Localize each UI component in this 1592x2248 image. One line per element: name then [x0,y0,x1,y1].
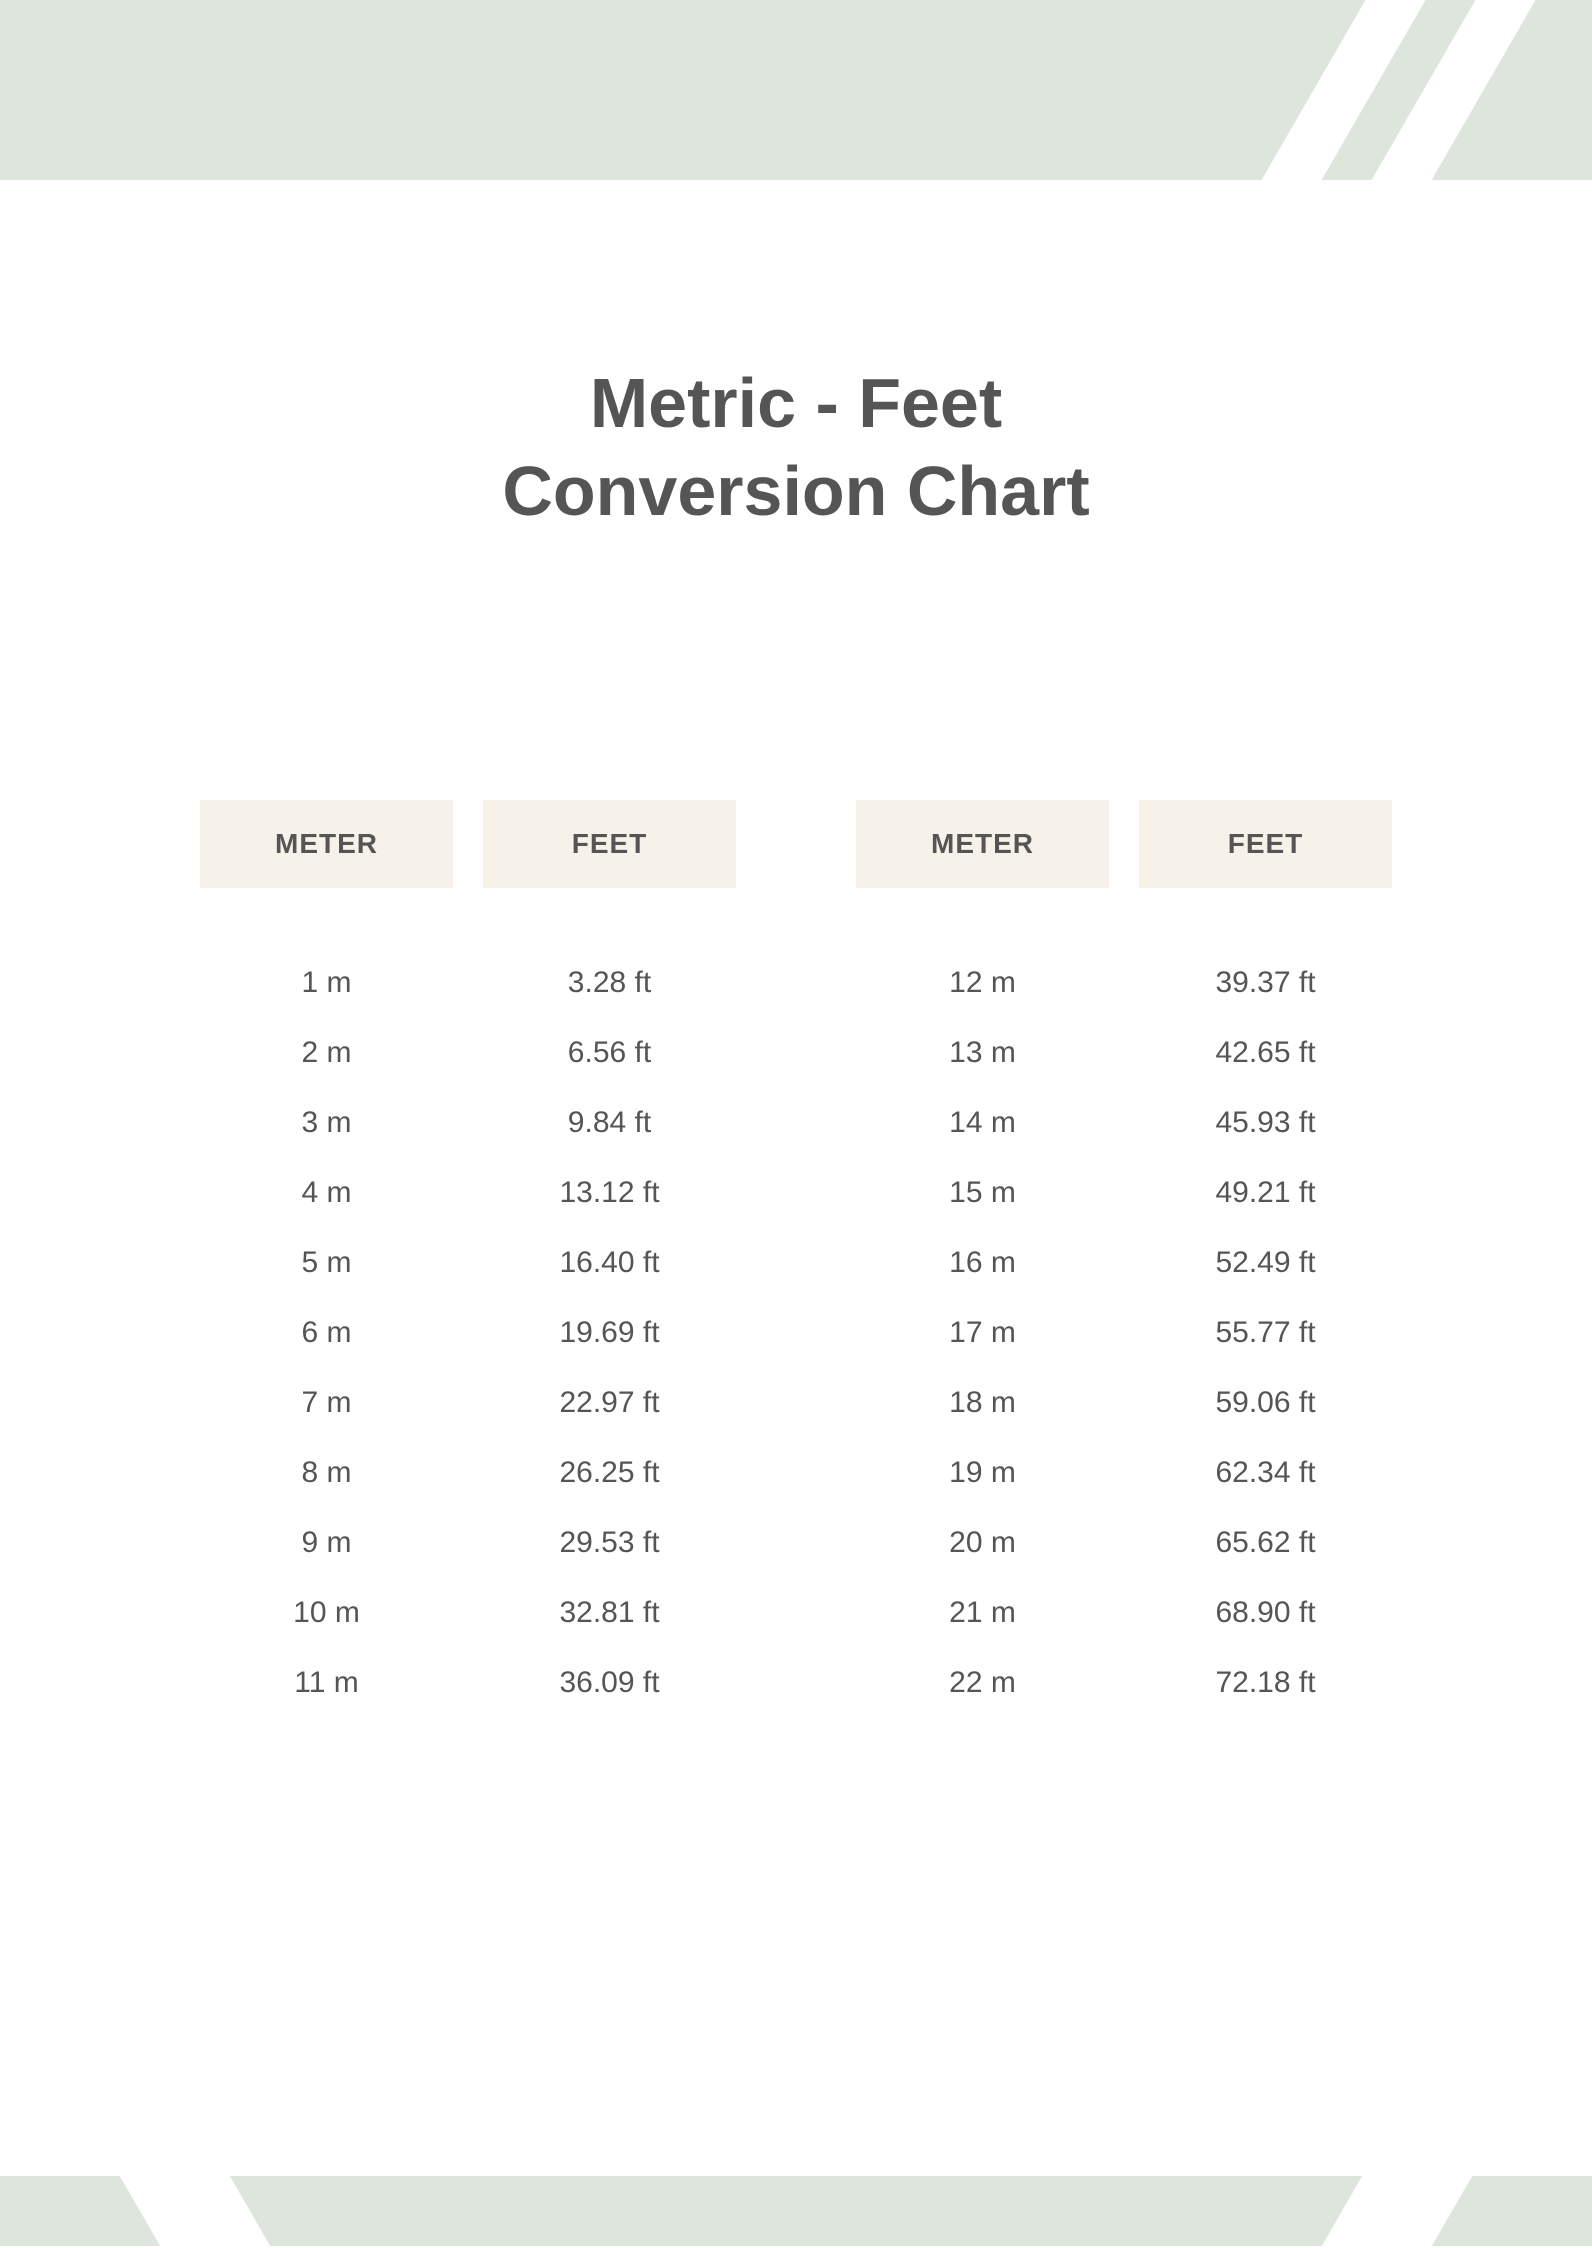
cell-feet: 68.90 ft [1139,1596,1392,1630]
cell-meter: 17 m [856,1316,1109,1350]
cell-meter: 12 m [856,966,1109,1000]
cell-meter: 2 m [200,1036,453,1070]
cell-meter: 20 m [856,1526,1109,1560]
banner-notch-icon [119,2174,272,2248]
table-row: 13 m 42.65 ft [856,1018,1392,1088]
column-header-meter: METER [856,800,1109,888]
cell-feet: 19.69 ft [483,1316,736,1350]
cell-meter: 1 m [200,966,453,1000]
table-row: 7 m 22.97 ft [200,1368,736,1438]
cell-meter: 13 m [856,1036,1109,1070]
cell-meter: 15 m [856,1176,1109,1210]
conversion-tables: METER FEET 1 m 3.28 ft 2 m 6.56 ft 3 m 9.84 f… [200,800,1392,1718]
column-header-feet: FEET [1139,800,1392,888]
cell-feet: 39.37 ft [1139,966,1392,1000]
page-title: Metric - Feet Conversion Chart [0,360,1592,535]
cell-feet: 32.81 ft [483,1596,736,1630]
title-line-2: Conversion Chart [502,452,1089,530]
cell-meter: 21 m [856,1596,1109,1630]
cell-meter: 18 m [856,1386,1109,1420]
cell-feet: 3.28 ft [483,966,736,1000]
table-row: 18 m 59.06 ft [856,1368,1392,1438]
table-row: 10 m 32.81 ft [200,1578,736,1648]
cell-feet: 16.40 ft [483,1246,736,1280]
table-header-row: METER FEET [200,800,736,888]
cell-meter: 9 m [200,1526,453,1560]
table-row: 5 m 16.40 ft [200,1228,736,1298]
cell-feet: 42.65 ft [1139,1036,1392,1070]
cell-meter: 14 m [856,1106,1109,1140]
cell-feet: 52.49 ft [1139,1246,1392,1280]
table-row: 14 m 45.93 ft [856,1088,1392,1158]
table-row: 15 m 49.21 ft [856,1158,1392,1228]
table-row: 17 m 55.77 ft [856,1298,1392,1368]
table-row: 21 m 68.90 ft [856,1578,1392,1648]
cell-feet: 45.93 ft [1139,1106,1392,1140]
table-row: 6 m 19.69 ft [200,1298,736,1368]
cell-feet: 9.84 ft [483,1106,736,1140]
cell-meter: 4 m [200,1176,453,1210]
table-row: 11 m 36.09 ft [200,1648,736,1718]
table-row: 19 m 62.34 ft [856,1438,1392,1508]
cell-feet: 72.18 ft [1139,1666,1392,1700]
cell-meter: 8 m [200,1456,453,1490]
cell-feet: 59.06 ft [1139,1386,1392,1420]
column-header-meter: METER [200,800,453,888]
cell-meter: 5 m [200,1246,453,1280]
cell-meter: 3 m [200,1106,453,1140]
top-banner [0,0,1592,180]
cell-feet: 62.34 ft [1139,1456,1392,1490]
table-header-row: METER FEET [856,800,1392,888]
cell-feet: 29.53 ft [483,1526,736,1560]
table-row: 16 m 52.49 ft [856,1228,1392,1298]
table-row: 3 m 9.84 ft [200,1088,736,1158]
cell-feet: 65.62 ft [1139,1526,1392,1560]
table-row: 20 m 65.62 ft [856,1508,1392,1578]
table-body-left: 1 m 3.28 ft 2 m 6.56 ft 3 m 9.84 ft 4 m 13.12 f… [200,948,736,1718]
cell-feet: 36.09 ft [483,1666,736,1700]
cell-feet: 22.97 ft [483,1386,736,1420]
table-row: 2 m 6.56 ft [200,1018,736,1088]
cell-feet: 6.56 ft [483,1036,736,1070]
cell-meter: 19 m [856,1456,1109,1490]
cell-meter: 10 m [200,1596,453,1630]
table-row: 9 m 29.53 ft [200,1508,736,1578]
cell-meter: 16 m [856,1246,1109,1280]
conversion-table-left: METER FEET 1 m 3.28 ft 2 m 6.56 ft 3 m 9.84 f… [200,800,736,1718]
table-row: 12 m 39.37 ft [856,948,1392,1018]
cell-feet: 49.21 ft [1139,1176,1392,1210]
cell-meter: 7 m [200,1386,453,1420]
cell-feet: 26.25 ft [483,1456,736,1490]
title-line-1: Metric - Feet [590,364,1002,442]
table-row: 22 m 72.18 ft [856,1648,1392,1718]
bottom-banner [0,2176,1592,2246]
cell-meter: 6 m [200,1316,453,1350]
conversion-table-right: METER FEET 12 m 39.37 ft 13 m 42.65 ft 14 m 4… [856,800,1392,1718]
cell-meter: 22 m [856,1666,1109,1700]
table-row: 8 m 26.25 ft [200,1438,736,1508]
cell-feet: 13.12 ft [483,1176,736,1210]
column-header-feet: FEET [483,800,736,888]
cell-meter: 11 m [200,1666,453,1700]
table-row: 4 m 13.12 ft [200,1158,736,1228]
cell-feet: 55.77 ft [1139,1316,1392,1350]
table-body-right: 12 m 39.37 ft 13 m 42.65 ft 14 m 45.93 ft 15 m… [856,948,1392,1718]
banner-notch-icon [1321,2174,1474,2248]
table-row: 1 m 3.28 ft [200,948,736,1018]
